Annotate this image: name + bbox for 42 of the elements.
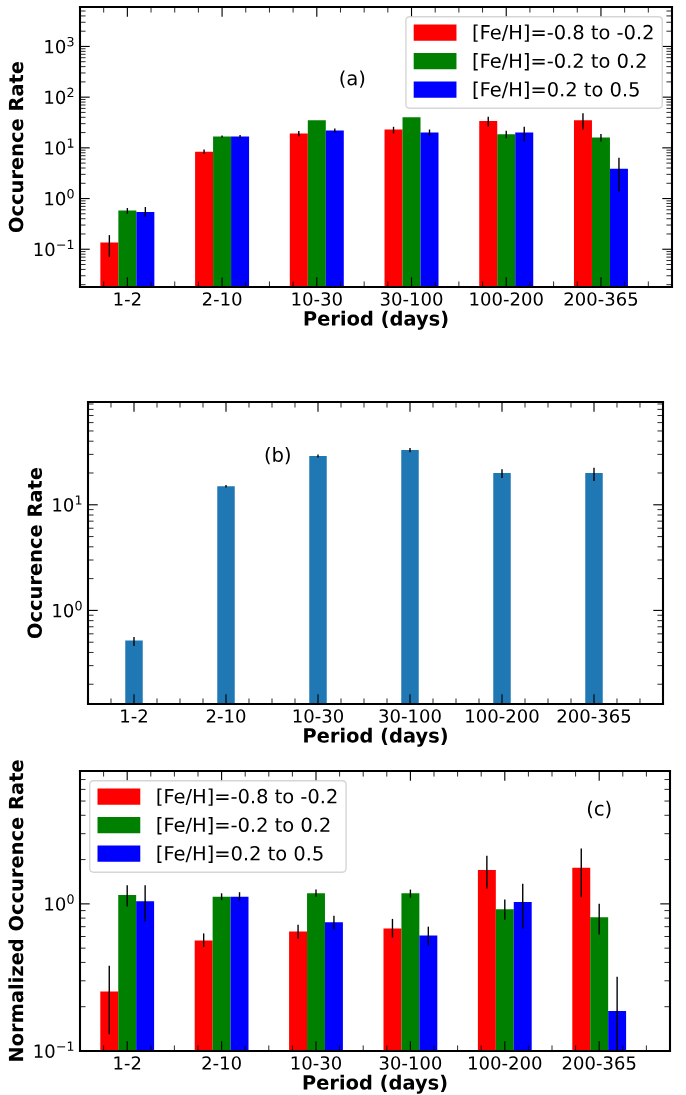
x-tick-label: 100-200 xyxy=(470,292,543,306)
y-axis-title: Occurence Rate xyxy=(8,61,24,233)
y-axis-title: Normalized Occurence Rate xyxy=(8,760,24,1061)
y-tick-label: 10$^{2}$ xyxy=(45,87,74,105)
x-tick-label: 100-200 xyxy=(469,1056,542,1070)
legend-label: [Fe/H]=-0.8 to -0.2 xyxy=(473,24,653,42)
legend-label: [Fe/H]=0.2 to 0.5 xyxy=(473,81,639,99)
x-tick-label: 200-365 xyxy=(562,1056,636,1070)
x-tick-label: 10-30 xyxy=(292,292,342,306)
x-tick-label: 2-10 xyxy=(202,292,242,306)
x-axis-title: Period (days) xyxy=(303,1074,447,1094)
x-axis-title: Period (days) xyxy=(304,727,447,747)
y-tick-label: 10$^{−1}$ xyxy=(34,239,74,257)
y-tick-label: 10$^{0}$ xyxy=(45,188,74,206)
annotation: (b) xyxy=(265,446,290,465)
y-tick-label: 10$^{1}$ xyxy=(53,495,82,512)
x-tick-label: 100-200 xyxy=(466,709,539,723)
x-tick-label: 10-30 xyxy=(293,709,344,723)
y-tick-label: 10$^{3}$ xyxy=(45,36,74,54)
x-tick-label: 30-100 xyxy=(380,292,443,306)
x-tick-label: 10-30 xyxy=(291,1056,342,1070)
legend-label: [Fe/H]=-0.2 to 0.2 xyxy=(473,53,646,71)
x-tick-label: 200-365 xyxy=(557,709,631,723)
x-tick-label: 1-2 xyxy=(121,709,147,723)
y-tick-label: 10$^{0}$ xyxy=(53,600,82,618)
y-tick-label: 10$^{0}$ xyxy=(45,894,74,911)
annotation: (c) xyxy=(587,800,611,819)
annotation: (a) xyxy=(340,70,365,88)
x-axis-title: Period (days) xyxy=(304,310,448,330)
legend-label: [Fe/H]=-0.8 to -0.2 xyxy=(157,788,337,806)
x-tick-label: 30-100 xyxy=(379,1056,442,1070)
x-tick-label: 1-2 xyxy=(114,1056,141,1070)
y-tick-label: 10$^{−1}$ xyxy=(34,1041,74,1058)
legend-label: [Fe/H]=-0.2 to 0.2 xyxy=(157,817,330,835)
x-tick-label: 200-365 xyxy=(564,292,638,306)
y-tick-label: 10$^{1}$ xyxy=(45,138,74,155)
y-axis-title: Occurence Rate xyxy=(27,467,43,639)
x-tick-label: 2-10 xyxy=(206,709,246,723)
x-tick-label: 1-2 xyxy=(114,292,141,306)
x-tick-label: 2-10 xyxy=(202,1056,241,1070)
x-tick-label: 30-100 xyxy=(379,709,441,723)
legend-label: [Fe/H]=0.2 to 0.5 xyxy=(157,845,323,863)
